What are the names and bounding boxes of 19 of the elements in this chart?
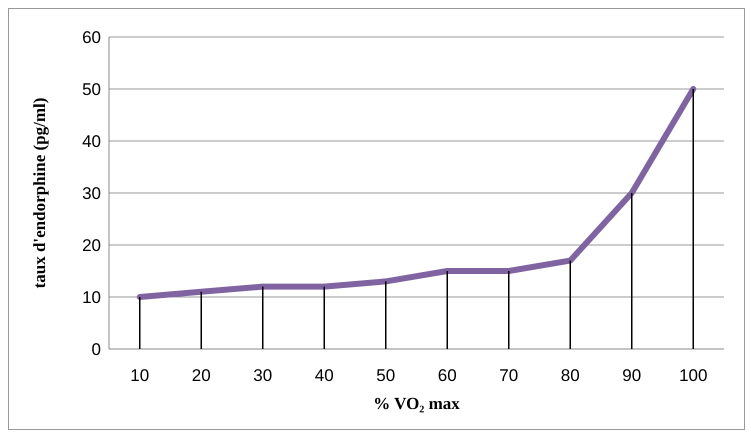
y-tick-label: 50 xyxy=(82,80,101,100)
x-tick-label: 50 xyxy=(376,366,396,386)
y-axis-title: taux d'endorphine (pg/ml) xyxy=(30,98,50,288)
x-tick-label: 10 xyxy=(130,366,150,386)
y-tick-label: 60 xyxy=(82,28,101,48)
x-tick-label: 40 xyxy=(314,366,334,386)
y-tick-label: 10 xyxy=(82,288,101,308)
x-tick-label: 60 xyxy=(438,366,457,386)
x-tick-label: 80 xyxy=(560,366,580,386)
y-tick-label: 0 xyxy=(92,340,101,360)
y-tick-label: 30 xyxy=(82,184,101,204)
x-tick-label: 70 xyxy=(499,366,518,386)
y-tick-label: 40 xyxy=(82,132,101,152)
x-tick-label: 90 xyxy=(622,366,642,386)
x-tick-label: 20 xyxy=(192,366,211,386)
x-tick-label: 30 xyxy=(253,366,272,386)
x-tick-label: 100 xyxy=(679,366,708,386)
y-tick-label: 20 xyxy=(82,236,101,256)
x-axis-title: % VO₂ max xyxy=(373,394,460,413)
